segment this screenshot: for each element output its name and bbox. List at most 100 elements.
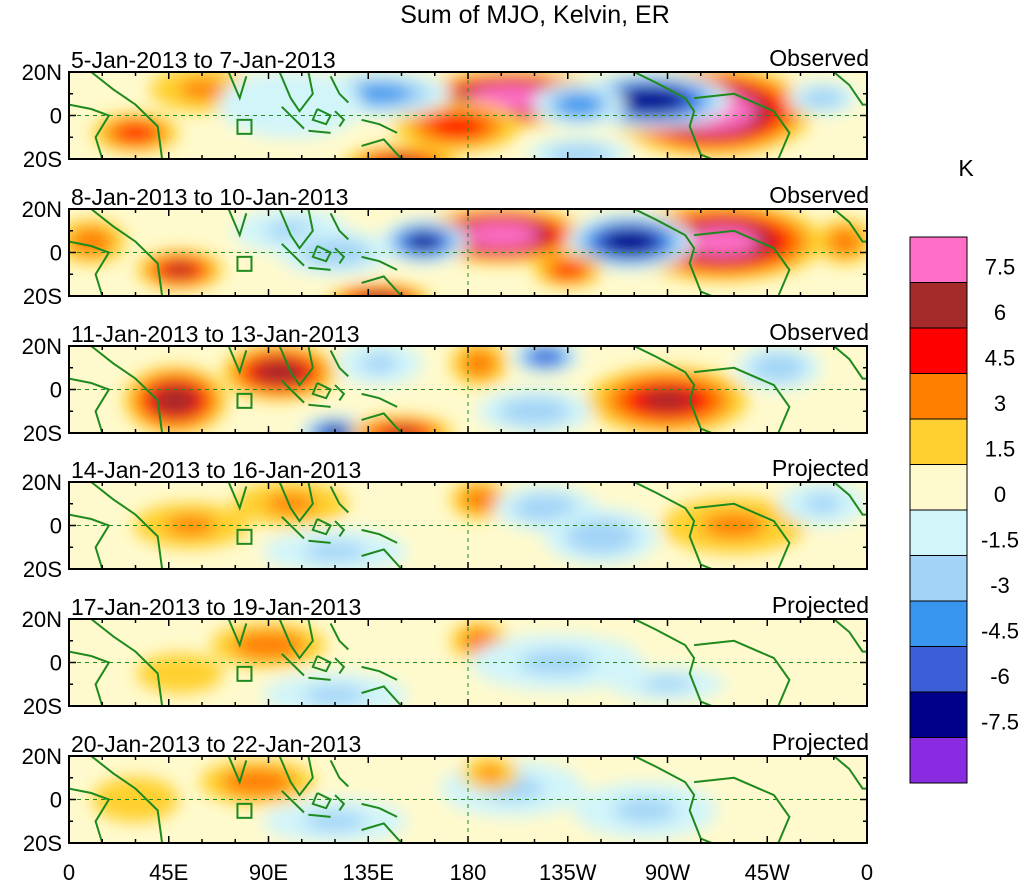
anomaly-contour (513, 493, 579, 523)
coastline (334, 657, 346, 674)
anomaly-contour (136, 653, 224, 694)
panel-ticks (68, 755, 868, 844)
anomaly-contour (429, 115, 485, 138)
anomaly-contour (347, 83, 411, 104)
y-tick-label: 20S (23, 557, 62, 582)
land-outlines (69, 72, 867, 159)
panel-status: Observed (769, 182, 869, 208)
anomaly-field (133, 482, 866, 569)
coastline (311, 108, 332, 126)
colorbar-swatch (909, 282, 968, 329)
y-tick-label: 20S (23, 831, 62, 856)
coastline (69, 377, 111, 433)
y-tick-label: 0 (50, 104, 62, 129)
coastline (833, 72, 867, 106)
anomaly-field (92, 72, 858, 159)
coastline (633, 756, 713, 843)
coastline (334, 110, 346, 127)
coastline (281, 516, 305, 540)
y-tick-label: 20N (22, 334, 62, 359)
colorbar-swatch (909, 555, 968, 602)
chart-title: Sum of MJO, Kelvin, ER (400, 1, 670, 29)
coastline (227, 756, 248, 786)
region-box-marker (236, 118, 253, 135)
coastline (633, 72, 713, 159)
colorbar-label: 7.5 (985, 255, 1016, 280)
panel-ticks (68, 71, 868, 160)
y-tick-label: 20S (23, 421, 62, 446)
coastline (308, 403, 331, 408)
anomaly-contour (642, 676, 693, 692)
colorbar-units-label: K (958, 155, 974, 181)
y-tick-label: 0 (50, 651, 62, 676)
land-outlines (69, 346, 867, 433)
coastline (633, 346, 713, 433)
coastline (308, 129, 331, 134)
y-tick-label: 20S (23, 284, 62, 309)
coastline (329, 349, 349, 378)
y-tick-label: 20N (22, 470, 62, 495)
coastline (361, 392, 398, 408)
coastline (311, 655, 332, 673)
anomaly-contour (613, 798, 677, 823)
coastline (334, 794, 346, 811)
anomaly-contour (360, 353, 399, 374)
colorbar-label: 6 (994, 300, 1006, 325)
coastline (281, 380, 305, 404)
y-tick-label: 20N (22, 197, 62, 222)
coastline (90, 72, 164, 159)
coastline (361, 665, 398, 681)
coastline (334, 520, 346, 537)
coastline (281, 653, 305, 677)
anomaly-contour (614, 87, 686, 113)
coastline (361, 412, 403, 433)
colorbar-label: -6 (990, 664, 1010, 689)
coastline (278, 619, 314, 660)
y-tick-label: 20S (23, 147, 62, 172)
land-outlines (69, 619, 867, 706)
anomaly-contour (530, 349, 561, 365)
coastline (361, 528, 398, 544)
coastline (90, 756, 164, 843)
y-tick-label: 20N (22, 60, 62, 85)
anomaly-contour (303, 685, 367, 706)
anomaly-contour (564, 518, 638, 555)
x-tick-label: 90W (645, 860, 690, 885)
region-box-marker (236, 528, 253, 545)
colorbar-label: -7.5 (981, 710, 1019, 735)
colorbar-label: -1.5 (981, 528, 1019, 553)
x-tick-label: 45W (745, 860, 790, 885)
panel-3: 20N 0 20S 11-Jan-2013 to 13-Jan-2013 Observe… (22, 319, 869, 446)
y-tick-label: 0 (50, 241, 62, 266)
anomaly-contour (179, 79, 225, 100)
anomaly-contour (803, 493, 842, 514)
coastline (227, 619, 248, 649)
colorbar-swatch (909, 418, 968, 465)
coastline (334, 384, 346, 401)
anomaly-contour (265, 493, 316, 514)
coastline (281, 790, 305, 814)
panel-status: Observed (769, 45, 869, 71)
coastline (227, 209, 248, 239)
panel-date-range: 14-Jan-2013 to 16-Jan-2013 (71, 457, 361, 483)
coastline (693, 639, 791, 706)
coastline (90, 619, 164, 706)
coastline (69, 103, 111, 159)
coastline (69, 787, 111, 843)
anomaly-contour (232, 630, 305, 660)
panel-date-range: 20-Jan-2013 to 22-Jan-2013 (71, 731, 361, 757)
anomaly-contour (303, 541, 367, 562)
coastline (311, 382, 332, 400)
coastline (633, 209, 713, 296)
region-box-marker (236, 392, 253, 409)
x-tick-label: 135W (539, 860, 597, 885)
colorbar-swatch (909, 600, 968, 647)
x-tick-label: 90E (249, 860, 288, 885)
panel-status: Projected (772, 455, 869, 481)
colorbar-swatch (909, 691, 968, 738)
panel-ticks (68, 208, 868, 297)
anomaly-contour (461, 487, 498, 512)
coastline (361, 802, 398, 818)
colorbar-label: 3 (994, 391, 1006, 416)
land-outlines (69, 209, 867, 296)
